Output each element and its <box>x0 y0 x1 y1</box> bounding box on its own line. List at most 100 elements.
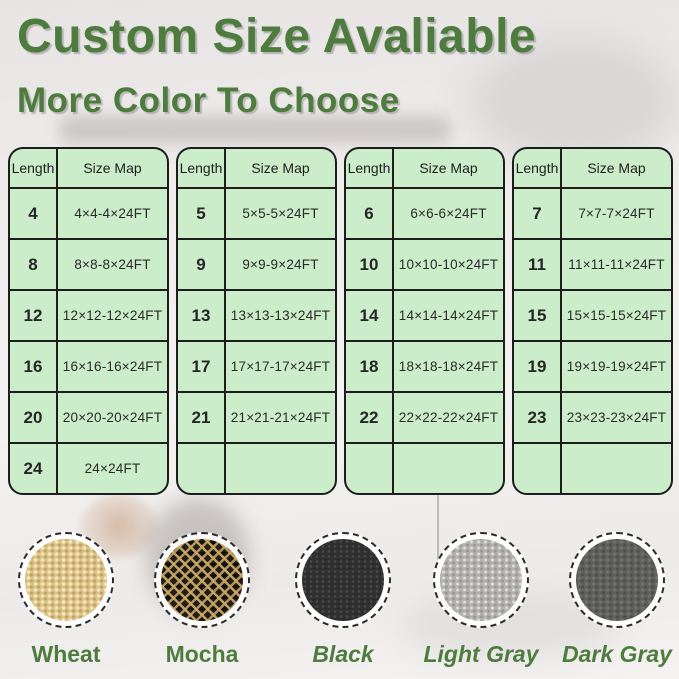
length-cell: 14 <box>346 291 394 340</box>
length-cell: 24 <box>10 444 58 493</box>
table-row: 6 6×6-6×24FT <box>346 189 503 240</box>
swatch-dashed-ring <box>18 532 114 628</box>
length-cell: 22 <box>346 393 394 442</box>
length-cell: 4 <box>10 189 58 238</box>
sizemap-cell: 23×23-23×24FT <box>566 410 667 425</box>
table-row <box>346 444 503 493</box>
table-row: 16 16×16-16×24FT <box>10 342 167 393</box>
color-label: Wheat <box>31 641 101 667</box>
sizemap-cell: 22×22-22×24FT <box>398 410 499 425</box>
table-row: 7 7×7-7×24FT <box>514 189 671 240</box>
length-cell: 17 <box>178 342 226 391</box>
color-option: Wheat <box>0 532 136 668</box>
col-header-length: Length <box>346 149 394 187</box>
table-row: 17 17×17-17×24FT <box>178 342 335 393</box>
table-body: 4 4×4-4×24FT 8 8×8-8×24FT 12 12×12-12×24… <box>10 189 167 493</box>
sizemap-cell: 4×4-4×24FT <box>74 206 151 221</box>
color-label: Dark Gray <box>562 641 672 667</box>
length-cell: 16 <box>10 342 58 391</box>
length-cell: 13 <box>178 291 226 340</box>
table-header-row: Length Size Map <box>346 149 503 189</box>
color-option: Light Gray <box>411 532 551 668</box>
table-body: 5 5×5-5×24FT 9 9×9-9×24FT 13 13×13-13×24… <box>178 189 335 493</box>
fabric-swatch <box>161 539 243 621</box>
table-row: 11 11×11-11×24FT <box>514 240 671 291</box>
col-header-length: Length <box>10 149 58 187</box>
table-row: 5 5×5-5×24FT <box>178 189 335 240</box>
sizemap-cell: 19×19-19×24FT <box>566 359 667 374</box>
size-table: Length Size Map 6 6×6-6×24FT 10 10×10-10… <box>344 147 505 495</box>
sizemap-cell: 15×15-15×24FT <box>566 308 667 323</box>
table-row: 13 13×13-13×24FT <box>178 291 335 342</box>
size-table: Length Size Map 7 7×7-7×24FT 11 11×11-11… <box>512 147 673 495</box>
length-cell <box>178 444 226 493</box>
length-cell: 10 <box>346 240 394 289</box>
sizemap-cell: 18×18-18×24FT <box>398 359 499 374</box>
sizemap-cell: 16×16-16×24FT <box>62 359 163 374</box>
length-cell: 19 <box>514 342 562 391</box>
sizemap-cell: 17×17-17×24FT <box>230 359 331 374</box>
table-row: 24 24×24FT <box>10 444 167 493</box>
col-header-sizemap: Size Map <box>83 160 142 176</box>
table-header-row: Length Size Map <box>10 149 167 189</box>
length-cell: 18 <box>346 342 394 391</box>
swatch-dashed-ring <box>433 532 529 628</box>
table-row: 18 18×18-18×24FT <box>346 342 503 393</box>
table-body: 6 6×6-6×24FT 10 10×10-10×24FT 14 14×14-1… <box>346 189 503 493</box>
table-row: 10 10×10-10×24FT <box>346 240 503 291</box>
table-row <box>178 444 335 493</box>
sizemap-cell: 11×11-11×24FT <box>568 257 665 272</box>
table-row: 22 22×22-22×24FT <box>346 393 503 444</box>
sizemap-cell: 5×5-5×24FT <box>242 206 319 221</box>
color-label: Mocha <box>165 641 239 667</box>
color-option: Black <box>273 532 413 668</box>
table-row: 20 20×20-20×24FT <box>10 393 167 444</box>
table-row: 23 23×23-23×24FT <box>514 393 671 444</box>
sizemap-cell: 21×21-21×24FT <box>230 410 331 425</box>
table-row: 14 14×14-14×24FT <box>346 291 503 342</box>
fabric-swatch <box>302 539 384 621</box>
table-row: 19 19×19-19×24FT <box>514 342 671 393</box>
size-tables: Length Size Map 4 4×4-4×24FT 8 8×8-8×24F… <box>8 147 673 495</box>
length-cell <box>514 444 562 493</box>
color-label: Black <box>312 641 374 667</box>
table-row: 15 15×15-15×24FT <box>514 291 671 342</box>
col-header-length: Length <box>514 149 562 187</box>
table-row: 12 12×12-12×24FT <box>10 291 167 342</box>
sizemap-cell: 14×14-14×24FT <box>398 308 499 323</box>
table-row: 4 4×4-4×24FT <box>10 189 167 240</box>
length-cell: 21 <box>178 393 226 442</box>
fabric-swatch <box>440 539 522 621</box>
sizemap-cell: 24×24FT <box>84 461 141 476</box>
length-cell: 12 <box>10 291 58 340</box>
col-header-sizemap: Size Map <box>251 160 310 176</box>
sizemap-cell: 12×12-12×24FT <box>62 308 163 323</box>
page-title: Custom Size Avaliable <box>17 10 537 63</box>
length-cell: 9 <box>178 240 226 289</box>
color-option: Mocha <box>132 532 272 668</box>
table-row: 9 9×9-9×24FT <box>178 240 335 291</box>
color-option: Dark Gray <box>547 532 679 668</box>
table-row <box>514 444 671 493</box>
fabric-swatch <box>25 539 107 621</box>
sizemap-cell: 9×9-9×24FT <box>242 257 319 272</box>
col-header-length: Length <box>178 149 226 187</box>
length-cell: 7 <box>514 189 562 238</box>
swatch-dashed-ring <box>569 532 665 628</box>
sizemap-cell: 7×7-7×24FT <box>578 206 655 221</box>
swatch-dashed-ring <box>154 532 250 628</box>
length-cell: 20 <box>10 393 58 442</box>
length-cell: 6 <box>346 189 394 238</box>
page-subtitle: More Color To Choose <box>17 81 400 120</box>
swatch-dashed-ring <box>295 532 391 628</box>
col-header-sizemap: Size Map <box>587 160 646 176</box>
length-cell: 23 <box>514 393 562 442</box>
length-cell: 5 <box>178 189 226 238</box>
sizemap-cell: 10×10-10×24FT <box>398 257 499 272</box>
sizemap-cell: 13×13-13×24FT <box>230 308 331 323</box>
sizemap-cell: 8×8-8×24FT <box>74 257 151 272</box>
sizemap-cell: 6×6-6×24FT <box>410 206 487 221</box>
sizemap-cell <box>562 444 671 493</box>
length-cell <box>346 444 394 493</box>
table-body: 7 7×7-7×24FT 11 11×11-11×24FT 15 15×15-1… <box>514 189 671 493</box>
